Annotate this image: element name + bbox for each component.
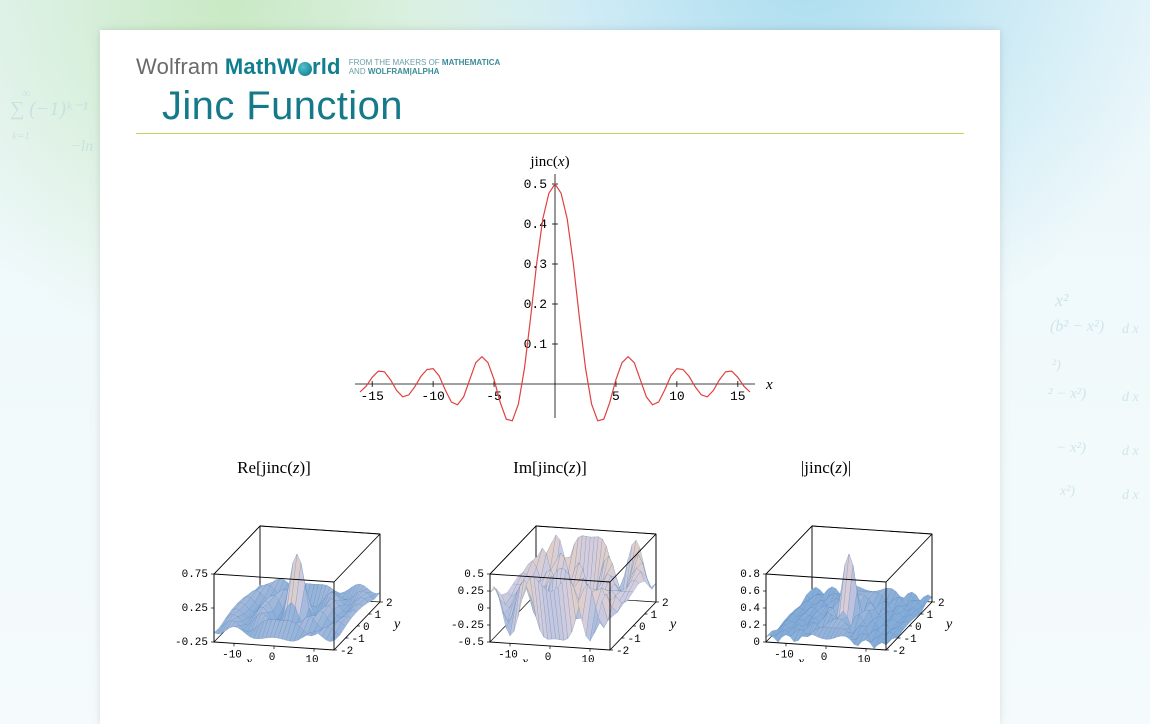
svg-text:0.5: 0.5: [464, 569, 484, 581]
svg-text:0.4: 0.4: [524, 217, 548, 232]
svg-text:x: x: [521, 655, 529, 662]
logo-wolfram-text: Wolfram: [136, 54, 219, 80]
jinc-3d-im-plot: -0.5-0.2500.250.5-10010x-2-1012y: [420, 482, 680, 662]
svg-text:-1: -1: [904, 634, 918, 646]
subplot-abs: |jinc(z)| 00.20.40.60.8-10010x-2-1012y: [696, 458, 956, 662]
svg-text:0: 0: [545, 652, 552, 662]
svg-text:y: y: [944, 617, 953, 632]
svg-text:0: 0: [915, 622, 922, 634]
svg-text:-10: -10: [222, 649, 242, 661]
subplot-im-title: Im[jinc(z)]: [420, 458, 680, 478]
svg-text:y: y: [392, 617, 401, 632]
svg-text:x: x: [797, 655, 805, 662]
svg-text:0.6: 0.6: [740, 586, 760, 598]
svg-text:-0.25: -0.25: [175, 637, 208, 649]
svg-text:0: 0: [753, 637, 760, 649]
jinc-2d-plot: jinc(x)0.10.20.30.40.5-15-10-551015x: [320, 152, 780, 442]
svg-text:0.5: 0.5: [524, 177, 547, 192]
svg-text:-2: -2: [616, 646, 629, 658]
svg-text:1: 1: [375, 610, 382, 622]
svg-text:0.2: 0.2: [740, 620, 760, 632]
svg-text:x: x: [765, 377, 773, 393]
jinc-3d-abs-plot: 00.20.40.60.8-10010x-2-1012y: [696, 482, 956, 662]
subplot-re-title: Re[jinc(z)]: [144, 458, 404, 478]
svg-text:y: y: [668, 617, 677, 632]
site-logo[interactable]: Wolfram MathWrld FROM THE MAKERS OF MATH…: [136, 54, 964, 80]
svg-text:-1: -1: [352, 634, 366, 646]
svg-text:0: 0: [639, 622, 646, 634]
svg-text:0: 0: [269, 652, 276, 662]
svg-text:x: x: [245, 655, 253, 662]
globe-icon: [298, 62, 312, 76]
content-page: Wolfram MathWrld FROM THE MAKERS OF MATH…: [100, 30, 1000, 724]
svg-text:-10: -10: [498, 649, 518, 661]
svg-text:0.3: 0.3: [524, 257, 547, 272]
svg-text:0: 0: [363, 622, 370, 634]
svg-text:0: 0: [477, 603, 484, 615]
svg-text:1: 1: [651, 610, 658, 622]
svg-text:jinc(x): jinc(x): [529, 154, 569, 170]
svg-text:-2: -2: [340, 646, 353, 658]
svg-text:10: 10: [857, 655, 870, 662]
svg-text:0.4: 0.4: [740, 603, 760, 615]
jinc-3d-re-plot: -0.250.250.75-10010x-2-1012y: [144, 482, 404, 662]
svg-text:-10: -10: [774, 649, 794, 661]
svg-text:0.2: 0.2: [524, 297, 547, 312]
svg-text:15: 15: [730, 389, 746, 404]
svg-text:2: 2: [938, 598, 945, 610]
svg-text:-10: -10: [421, 389, 444, 404]
subplot-abs-title: |jinc(z)|: [696, 458, 956, 478]
logo-subtitle: FROM THE MAKERS OF MATHEMATICA AND WOLFR…: [349, 59, 501, 77]
subplot-re: Re[jinc(z)] -0.250.250.75-10010x-2-1012y: [144, 458, 404, 662]
svg-text:0.25: 0.25: [182, 603, 208, 615]
charts-container: jinc(x)0.10.20.30.40.5-15-10-551015x Re[…: [136, 152, 964, 662]
svg-text:0.75: 0.75: [182, 569, 208, 581]
svg-text:-15: -15: [360, 389, 383, 404]
svg-text:-1: -1: [628, 634, 642, 646]
logo-mathworld-text: MathWrld: [225, 54, 341, 80]
subplot-im: Im[jinc(z)] -0.5-0.2500.250.5-10010x-2-1…: [420, 458, 680, 662]
svg-text:10: 10: [305, 655, 318, 662]
svg-text:10: 10: [581, 655, 594, 662]
page-title: Jinc Function: [162, 84, 964, 129]
svg-text:-2: -2: [892, 646, 905, 658]
svg-text:0: 0: [821, 652, 828, 662]
svg-text:-0.5: -0.5: [458, 637, 484, 649]
title-divider: [136, 133, 964, 134]
svg-text:10: 10: [669, 389, 685, 404]
svg-text:0.25: 0.25: [458, 586, 484, 598]
svg-text:0.8: 0.8: [740, 569, 760, 581]
svg-text:2: 2: [386, 598, 393, 610]
svg-text:1: 1: [927, 610, 934, 622]
main-chart-wrap: jinc(x)0.10.20.30.40.5-15-10-551015x: [136, 152, 964, 442]
svg-text:2: 2: [662, 598, 669, 610]
svg-text:-0.25: -0.25: [451, 620, 484, 632]
subplot-row: Re[jinc(z)] -0.250.250.75-10010x-2-1012y…: [136, 458, 964, 662]
